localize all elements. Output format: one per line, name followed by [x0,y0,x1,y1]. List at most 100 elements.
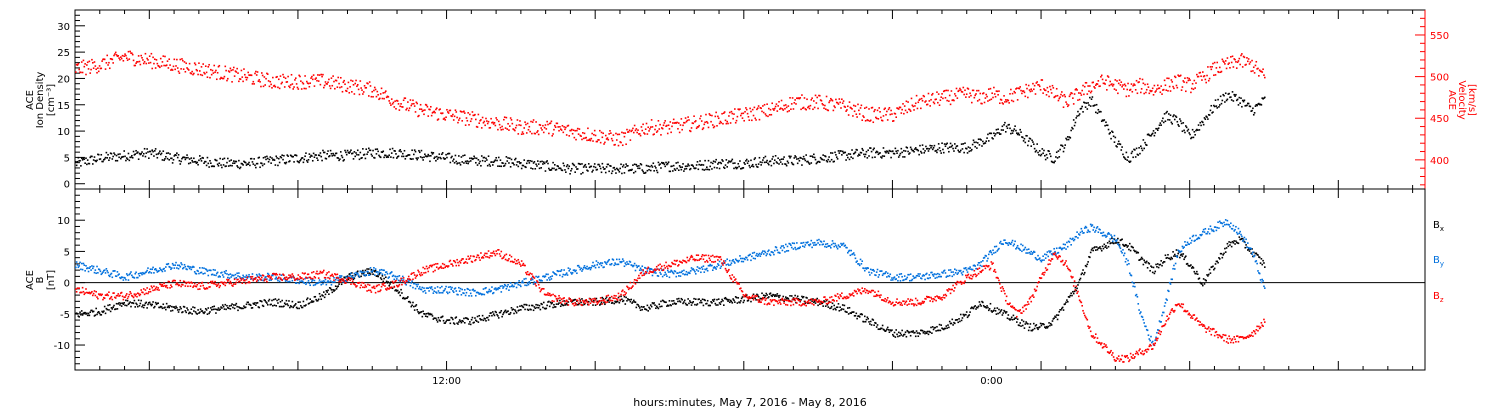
by-point [377,273,379,275]
velocity-point [866,119,869,121]
density-point [603,168,605,170]
velocity-point [383,97,385,100]
bx-point [1118,244,1121,246]
bx-point [420,311,423,313]
density-point [276,157,278,159]
density-point [1090,98,1093,100]
velocity-point [622,132,625,134]
density-point [1218,104,1221,106]
bx-point [194,311,197,313]
velocity-point [952,99,954,101]
by-point [248,273,250,276]
density-point [176,152,178,154]
density-point [1050,160,1053,163]
velocity-point [440,112,442,115]
velocity-point [1020,89,1022,92]
bx-point [491,314,493,317]
bx-point [1140,256,1143,259]
density-point [849,153,852,155]
density-point [948,146,951,149]
density-point [430,151,433,154]
bx-point [886,328,888,331]
bx-point [436,321,439,323]
velocity-point [530,120,532,123]
velocity-point [892,120,895,122]
bx-point [609,296,611,299]
velocity-point [745,107,747,109]
by-point [426,287,429,289]
bx-point [384,281,386,284]
density-point [1180,122,1183,125]
bx-point [228,305,231,307]
density-point [686,165,689,167]
velocity-point [672,118,675,121]
velocity-point [1120,81,1123,83]
by-point [227,273,230,276]
bx-point [911,331,914,333]
density-point [1173,118,1176,121]
velocity-point [1174,76,1177,79]
velocity-point [587,127,589,130]
density-point [661,161,663,164]
velocity-point [355,79,357,82]
density-point [794,155,796,157]
velocity-point [548,122,551,125]
by-point [247,275,250,278]
density-point [1005,125,1008,128]
density-point [860,152,863,154]
bx-point [108,309,110,311]
density-point [322,149,324,152]
density-point [312,152,315,155]
by-point [458,290,461,292]
velocity-point [997,93,999,96]
density-point [228,160,231,162]
bx-point [1247,249,1249,251]
bx-point [742,301,745,304]
bx-point [889,329,892,331]
velocity-point [217,65,220,68]
velocity-point [1055,95,1057,97]
bx-point [910,330,913,333]
density-point [672,164,675,167]
by-point [242,274,244,277]
bx-point [1156,266,1158,268]
by-point [390,271,392,274]
by-point [127,279,130,281]
velocity-point [271,87,273,89]
density-point [662,162,665,164]
density-point [109,152,112,155]
bx-point [309,298,312,300]
bx-point [434,317,436,320]
bx-point [701,298,704,301]
velocity-point [846,109,848,111]
density-point [539,160,542,163]
velocity-point [165,64,168,66]
density-point [576,168,579,170]
bx-point [738,301,740,303]
bx-point [618,301,621,304]
velocity-point [872,121,875,124]
bx-point [1213,268,1215,271]
density-point [399,149,402,151]
density-point [1102,119,1105,122]
by-point [134,272,137,275]
density-point [916,149,919,151]
density-point [250,157,253,160]
density-point [566,164,569,166]
density-point [773,159,776,162]
bx-point [558,302,560,304]
bx-point [408,300,411,303]
bx-point [114,308,117,310]
bx-point [343,276,345,279]
density-point [779,159,781,161]
velocity-point [490,117,492,120]
velocity-point [823,107,825,110]
bx-point [209,311,211,313]
density-point [545,161,548,163]
velocity-point [332,75,334,77]
density-point [718,167,721,170]
velocity-point [1043,88,1045,90]
density-point [565,171,567,173]
bx-point [1209,272,1212,274]
velocity-point [482,121,485,124]
